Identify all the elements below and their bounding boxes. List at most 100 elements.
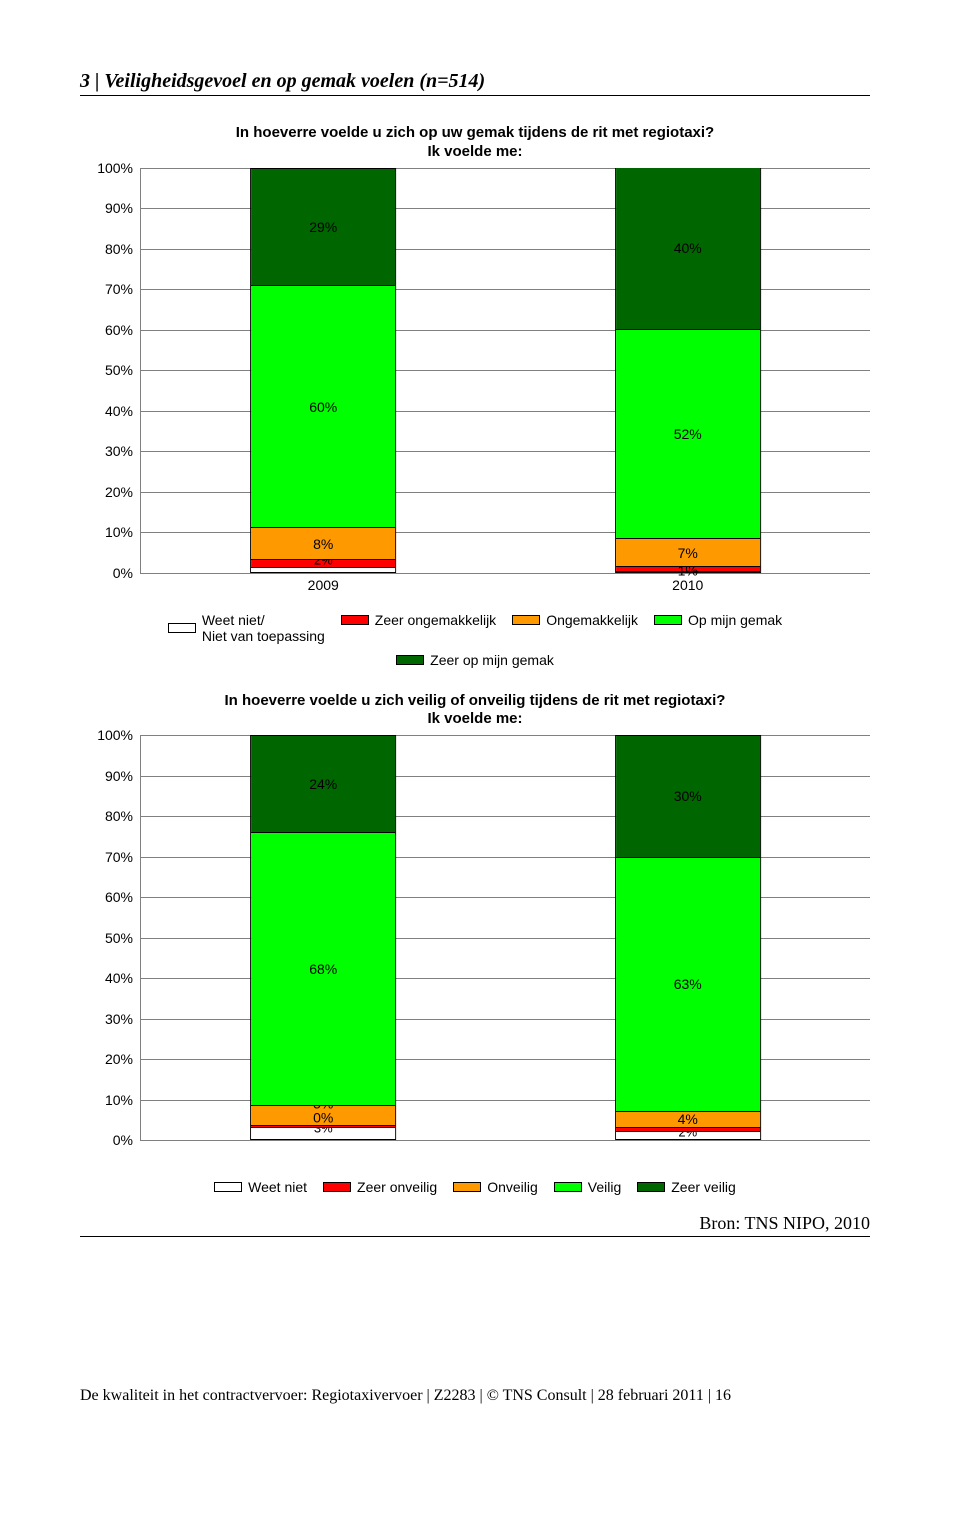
bar-column: 3% 5%0%68% 24% xyxy=(141,735,506,1140)
bar-segment-zong: 2% xyxy=(251,559,395,567)
bar-segment-ong: 7% xyxy=(616,538,760,566)
page-footer: De kwaliteit in het contractvervoer: Reg… xyxy=(80,1387,870,1405)
legend-swatch xyxy=(453,1182,481,1192)
bar-segment-zonv xyxy=(616,1127,760,1131)
document-page: 3 | Veiligheidsgevoel en op gemak voelen… xyxy=(0,0,960,1455)
bar-segment-ong: 8% xyxy=(251,527,395,559)
legend-item-ong: Ongemakkelijk xyxy=(512,612,638,628)
stacked-bar: 2% 8% 60% 29% xyxy=(250,168,396,573)
bar-column: 0%1%7%52%40%2010 xyxy=(506,168,871,573)
bar-segment-zgemak: 40% xyxy=(616,168,760,329)
legend-label: Zeer veilig xyxy=(671,1179,736,1195)
y-tick-label: 20% xyxy=(81,484,133,500)
legend-item-onv: Onveilig xyxy=(453,1179,538,1195)
x-tick-label: 2009 xyxy=(308,577,339,593)
legend-label: Zeer op mijn gemak xyxy=(430,652,554,668)
stacked-bar: 2% 4% 63% 30% xyxy=(615,735,761,1140)
segment-label: 29% xyxy=(251,219,395,235)
y-tick-label: 60% xyxy=(81,889,133,905)
y-tick-label: 40% xyxy=(81,970,133,986)
bar-segment-wn xyxy=(251,567,395,571)
bar-segment-veil: 68% xyxy=(251,832,395,1105)
y-tick-label: 100% xyxy=(81,160,133,176)
segment-label: 40% xyxy=(616,240,760,256)
legend-label: Ongemakkelijk xyxy=(546,612,638,628)
y-tick-label: 80% xyxy=(81,808,133,824)
stacked-bar: 3% 5%0%68% 24% xyxy=(250,735,396,1140)
chart2-legend: Weet niet Zeer onveilig Onveilig Veilig Zeer… xyxy=(80,1179,870,1195)
legend-label: Veilig xyxy=(588,1179,621,1195)
chart2-title: In hoeverre voelde u zich veilig of onve… xyxy=(80,692,870,730)
bar-columns: 3% 5%0%68% 24% 2% 4% 63% 30% xyxy=(141,735,870,1140)
legend-item-veil: Veilig xyxy=(554,1179,621,1195)
legend-swatch xyxy=(396,655,424,665)
legend-item-zong: Zeer ongemakkelijk xyxy=(341,612,496,628)
bar-column: 2%8%60%29%2009 xyxy=(141,168,506,573)
y-tick-label: 100% xyxy=(81,727,133,743)
legend-item-wn: Weet niet xyxy=(214,1179,307,1195)
legend-swatch xyxy=(512,615,540,625)
chart1-legend: Weet niet/ Niet van toepassing Zeer ongem… xyxy=(80,612,870,668)
chart1-title-l2: Ik voelde me: xyxy=(427,143,522,160)
bar-segment-zonv xyxy=(251,1125,395,1127)
y-tick-label: 30% xyxy=(81,1011,133,1027)
y-tick-label: 50% xyxy=(81,930,133,946)
legend-label: Zeer onveilig xyxy=(357,1179,437,1195)
y-tick-label: 50% xyxy=(81,362,133,378)
legend-swatch xyxy=(637,1182,665,1192)
y-tick-label: 40% xyxy=(81,403,133,419)
segment-label: 24% xyxy=(251,776,395,792)
legend-swatch xyxy=(323,1182,351,1192)
legend-item-zgemak: Zeer op mijn gemak xyxy=(396,652,554,668)
y-tick-label: 10% xyxy=(81,1092,133,1108)
bar-segment-veil: 63% xyxy=(616,857,760,1111)
legend-swatch xyxy=(341,615,369,625)
x-tick-label: 2010 xyxy=(672,577,703,593)
plot-area: 0%10%20%30%40%50%60%70%80%90%100%2%8%60%… xyxy=(140,168,870,574)
y-tick-label: 90% xyxy=(81,200,133,216)
legend-label: Weet niet/ Niet van toepassing xyxy=(202,612,325,644)
chart1-title: In hoeverre voelde u zich op uw gemak ti… xyxy=(80,124,870,162)
bar-segment-onv: 4% xyxy=(616,1111,760,1127)
segment-label: 4% xyxy=(616,1111,760,1127)
y-tick-label: 20% xyxy=(81,1051,133,1067)
segment-label: 63% xyxy=(616,976,760,992)
legend-swatch xyxy=(554,1182,582,1192)
legend-item-zonv: Zeer onveilig xyxy=(323,1179,437,1195)
bar-segment-zveil: 30% xyxy=(616,736,760,857)
y-tick-label: 0% xyxy=(81,565,133,581)
bar-segment-gemak: 60% xyxy=(251,285,395,527)
chart2-title-l2: Ik voelde me: xyxy=(427,710,522,727)
bar-segment-wn: 2% xyxy=(616,1131,760,1139)
chart1-title-l1: In hoeverre voelde u zich op uw gemak ti… xyxy=(236,124,714,141)
legend-label: Op mijn gemak xyxy=(688,612,782,628)
segment-label: 52% xyxy=(616,426,760,442)
y-tick-label: 70% xyxy=(81,849,133,865)
y-tick-label: 90% xyxy=(81,768,133,784)
page-title: 3 | Veiligheidsgevoel en op gemak voelen… xyxy=(80,70,870,96)
chart2-area: 0%10%20%30%40%50%60%70%80%90%100%3%5%0%6… xyxy=(80,735,870,1165)
chart2-title-l1: In hoeverre voelde u zich veilig of onve… xyxy=(225,692,726,709)
bar-segment-zong: 0%1% xyxy=(616,566,760,570)
legend-swatch xyxy=(214,1182,242,1192)
legend-item-wn: Weet niet/ Niet van toepassing xyxy=(168,612,325,644)
bar-segment-onv: 5%0% xyxy=(251,1105,395,1125)
y-tick-label: 70% xyxy=(81,281,133,297)
stacked-bar: 0%1% 7% 52% 40% xyxy=(615,168,761,573)
legend-swatch xyxy=(654,615,682,625)
legend-swatch xyxy=(168,623,196,633)
y-tick-label: 80% xyxy=(81,241,133,257)
y-tick-label: 0% xyxy=(81,1132,133,1148)
bar-segment-gemak: 52% xyxy=(616,329,760,539)
segment-label: 7% xyxy=(616,545,760,561)
bar-segment-wn: 3% xyxy=(251,1127,395,1139)
y-tick-label: 60% xyxy=(81,322,133,338)
segment-label: 60% xyxy=(251,399,395,415)
y-tick-label: 10% xyxy=(81,524,133,540)
segment-label: 8% xyxy=(251,536,395,552)
source-line: Bron: TNS NIPO, 2010 xyxy=(80,1205,870,1237)
bar-segment-zgemak: 29% xyxy=(251,169,395,286)
legend-label: Onveilig xyxy=(487,1179,538,1195)
plot-area: 0%10%20%30%40%50%60%70%80%90%100%3%5%0%6… xyxy=(140,735,870,1141)
legend-label: Weet niet xyxy=(248,1179,307,1195)
